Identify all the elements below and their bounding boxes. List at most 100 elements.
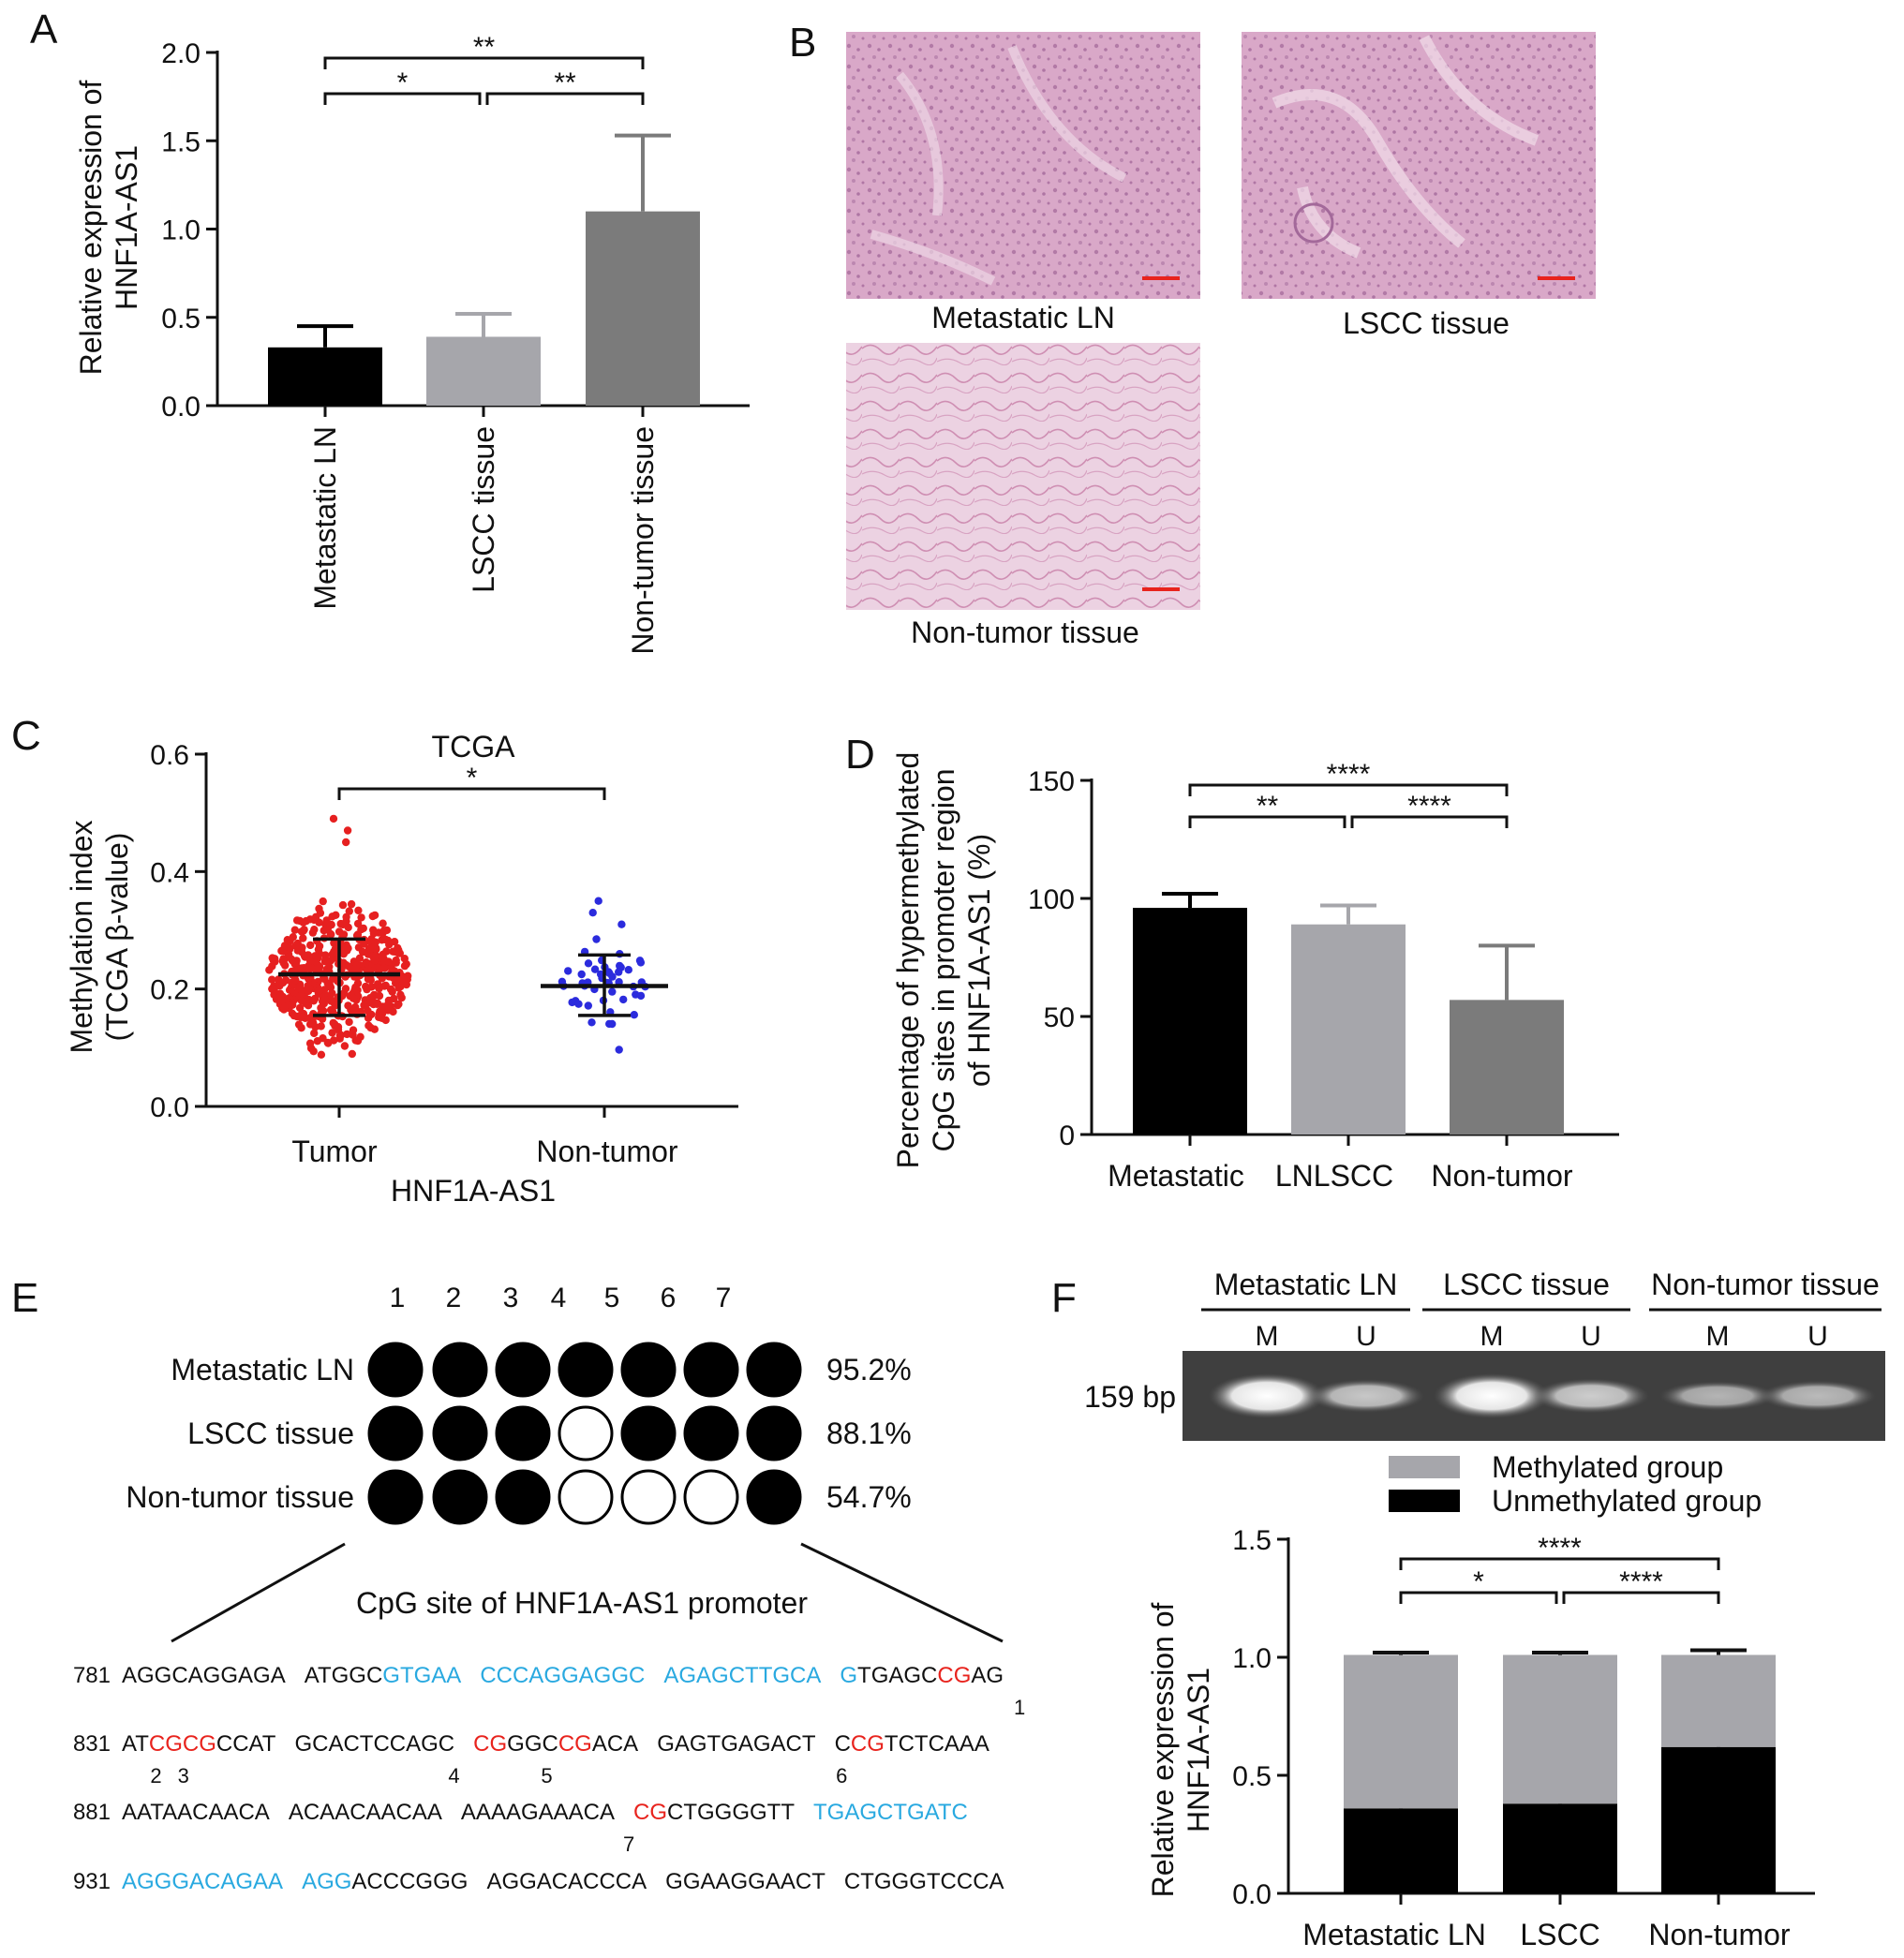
f-x-label-2: Non-tumor [1648,1918,1791,1951]
f-error-bar [1690,1648,1747,1655]
primer-region: CCCAGGAGGC [480,1663,645,1688]
c-point-0 [358,947,367,957]
c-title: TCGA [432,730,516,764]
c-point-0 [305,1039,315,1047]
c-point-0 [290,926,299,934]
seq-segment: CTGGGTCCCA [844,1869,1004,1894]
c-point-0 [367,1010,376,1019]
c-point-0 [335,1031,345,1040]
c-point-0 [388,987,396,996]
d-sig-bracket [1188,815,1346,828]
c-point-0 [268,954,276,962]
c-point-0 [343,826,352,835]
e-seq-line: AGGCAGGAGA ATGGCGTGAA CCCAGGAGGC AGAGCTT… [122,1663,1004,1688]
gel-band [1434,1373,1550,1418]
c-point-0 [366,994,375,1002]
c-point-0 [306,941,315,950]
c-point-1 [630,1011,638,1019]
c-point-0 [270,985,278,994]
seq-segment: ATGGC [305,1663,383,1688]
c-y-tick-label: 0.0 [150,1092,189,1123]
c-point-1 [619,995,628,1004]
seq-segment: ACCCGGG [351,1869,468,1894]
e-row-pct-2: 54.7% [826,1480,912,1514]
seq-segment [461,1663,480,1688]
seq-segment: CCAT [216,1731,276,1757]
cpg-methylated-dot [432,1342,488,1398]
c-point-0 [345,907,353,915]
a-bar-1 [426,336,541,406]
e-seq-line-number: 881 [73,1800,111,1825]
c-point-1 [608,987,617,996]
c-point-0 [280,1002,289,1012]
c-point-0 [294,1020,304,1029]
c-point-0 [338,900,348,910]
c-point-0 [293,946,302,955]
c-point-0 [370,952,379,961]
d-error-bar-2 [1479,943,1535,1001]
c-y-tick-label: 0.2 [150,975,189,1006]
c-x-label-0: Tumor [291,1135,378,1168]
a-x-label-0: Metastatic LN [308,426,342,610]
e-seq-line-number: 781 [73,1663,111,1688]
d-sig-label: **** [1407,791,1451,822]
cpg-methylated-dot [432,1469,488,1525]
d-ylabel-line3: of HNF1A-AS1 (%) [962,834,996,1087]
cpg-unmethylated-dot [558,1469,614,1525]
c-point-0 [403,975,411,984]
c-sig-label: * [467,763,478,794]
d-x-label-0: Metastatic [1108,1159,1244,1193]
f-sig-label: **** [1619,1566,1663,1597]
cpg-methylated-dot [746,1469,802,1525]
panel-letter-e: E [11,1275,38,1321]
c-point-0 [290,1011,299,1020]
a-y-tick-label: 2.0 [161,38,201,69]
c-point-0 [386,1001,395,1011]
e-row-label-0: Metastatic LN [171,1353,354,1387]
seq-segment [645,1663,663,1688]
cpg-methylated-dot [683,1405,739,1461]
f-sig-label: **** [1538,1533,1582,1564]
seq-segment: GCACTCCAGC [294,1731,454,1757]
c-point-0 [381,981,390,990]
c-y-tick-label: 0.6 [150,740,189,771]
c-point-0 [309,1047,318,1056]
c-point-0 [300,951,309,960]
seq-segment: TGAGC [857,1663,937,1688]
c-point-0 [296,986,305,994]
c-point-0 [304,1001,313,1010]
a-bar-0 [268,347,382,406]
a-ylabel-line1: Relative expression of [74,80,108,375]
c-point-0 [320,927,328,935]
a-sig-bracket [323,56,645,69]
c-point-0 [369,926,378,934]
d-sig-label: ** [1257,791,1279,822]
c-point-0 [371,938,379,946]
e-seq-line-number: 831 [73,1731,111,1757]
panel-b-histology: Metastatic LN LSCC tissue Non-tumor tiss… [846,32,1596,649]
f-y-tick-label: 0.5 [1232,1761,1272,1792]
f-sig-bracket [1399,1591,1558,1604]
c-point-0 [331,1001,339,1010]
cpg-site: CG [937,1663,971,1688]
e-col-number: 7 [716,1283,732,1313]
e-row-label-1: LSCC tissue [187,1417,354,1450]
c-point-0 [379,919,387,927]
a-ylabel-line2: HNF1A-AS1 [110,145,143,310]
f-bar-segment-0 [1344,1808,1458,1893]
a-y-tick-label: 0.0 [161,392,201,423]
c-point-0 [295,1003,305,1013]
c-point-0 [350,1007,358,1016]
histology-caption-lscc: LSCC tissue [1343,306,1510,340]
e-row-pct-0: 95.2% [826,1353,912,1387]
c-point-0 [380,964,389,972]
c-point-0 [306,963,315,972]
c-point-0 [342,838,350,847]
panel-a-bar-chart: Relative expression of HNF1A-AS1 0.0 0.5 1… [74,32,750,655]
c-point-0 [297,997,306,1005]
d-bar-1 [1291,924,1406,1135]
c-point-1 [605,1019,614,1029]
c-point-0 [363,985,371,994]
